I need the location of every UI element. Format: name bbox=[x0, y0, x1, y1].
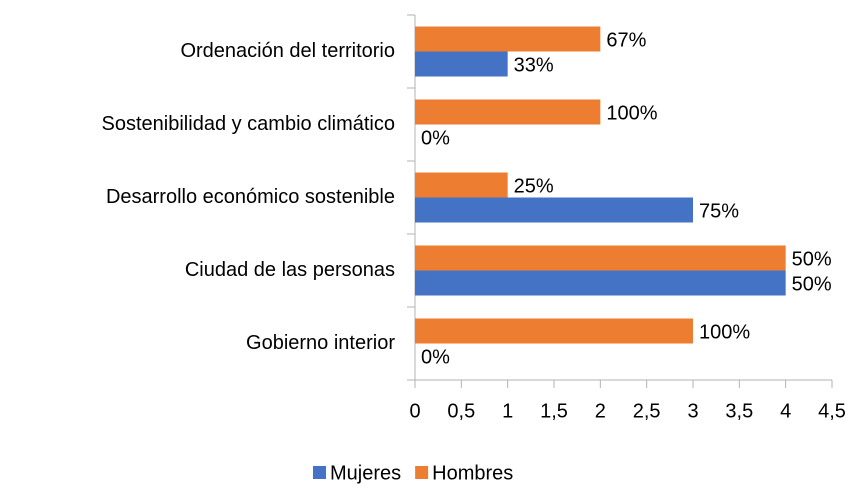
x-tick-label: 4 bbox=[780, 400, 791, 422]
x-tick-label: 1 bbox=[502, 400, 513, 422]
data-label: 100% bbox=[699, 321, 750, 343]
y-tick-label: Sostenibilidad y cambio climático bbox=[102, 113, 395, 135]
data-label: 33% bbox=[514, 54, 554, 76]
bar bbox=[415, 26, 601, 52]
bar bbox=[415, 270, 786, 296]
data-label: 0% bbox=[421, 127, 450, 149]
y-tick-label: Ordenación del territorio bbox=[180, 40, 395, 62]
x-tick-label: 2,5 bbox=[633, 400, 661, 422]
y-tick-label: Ciudad de las personas bbox=[185, 259, 395, 281]
bar bbox=[415, 99, 601, 125]
x-tick-label: 3,5 bbox=[725, 400, 753, 422]
bar bbox=[415, 245, 786, 271]
data-label: 67% bbox=[606, 29, 646, 51]
x-tick-label: 0 bbox=[409, 400, 420, 422]
x-tick-label: 1,5 bbox=[540, 400, 568, 422]
data-label: 25% bbox=[514, 175, 554, 197]
x-tick-label: 0,5 bbox=[447, 400, 475, 422]
x-tick-label: 3 bbox=[687, 400, 698, 422]
bar bbox=[415, 172, 508, 198]
bar bbox=[415, 51, 508, 77]
legend-swatch bbox=[415, 466, 429, 479]
x-tick-label: 4,5 bbox=[818, 400, 846, 422]
y-tick-label: Gobierno interior bbox=[246, 332, 395, 354]
data-label: 50% bbox=[792, 273, 832, 295]
data-label: 50% bbox=[792, 248, 832, 270]
y-tick-label: Desarrollo económico sostenible bbox=[106, 186, 395, 208]
legend-label: Hombres bbox=[432, 462, 513, 484]
data-label: 75% bbox=[699, 200, 739, 222]
x-tick-label: 2 bbox=[595, 400, 606, 422]
data-label: 0% bbox=[421, 346, 450, 368]
bar bbox=[415, 197, 693, 223]
data-label: 100% bbox=[606, 102, 657, 124]
legend-label: Mujeres bbox=[330, 462, 401, 484]
bar bbox=[415, 318, 693, 344]
legend-swatch bbox=[313, 466, 326, 479]
